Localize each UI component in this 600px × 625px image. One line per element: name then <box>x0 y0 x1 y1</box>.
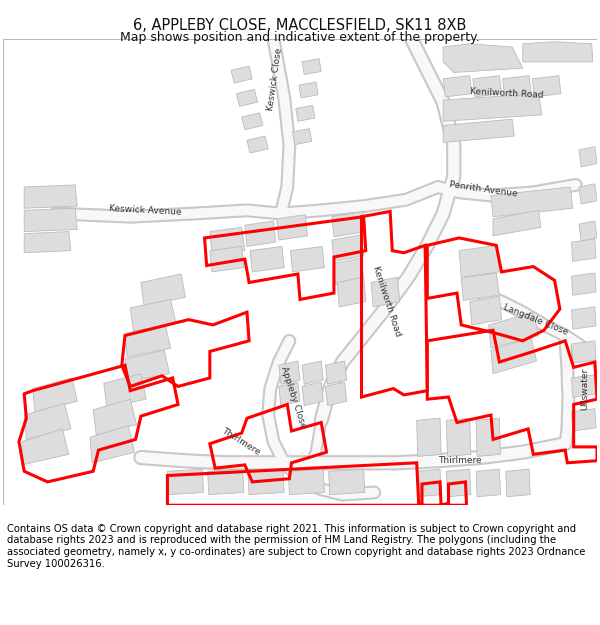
Text: Thirlmere: Thirlmere <box>220 426 262 457</box>
Polygon shape <box>523 42 593 62</box>
Polygon shape <box>33 378 77 412</box>
Polygon shape <box>167 469 203 494</box>
Polygon shape <box>236 89 257 106</box>
Polygon shape <box>579 221 597 241</box>
Polygon shape <box>290 246 325 272</box>
Polygon shape <box>302 382 323 406</box>
Text: Keswick Close: Keswick Close <box>266 47 284 111</box>
Text: Map shows position and indicative extent of the property.: Map shows position and indicative extent… <box>120 31 480 44</box>
Polygon shape <box>125 351 170 382</box>
Text: 6, APPLEBY CLOSE, MACCLESFIELD, SK11 8XB: 6, APPLEBY CLOSE, MACCLESFIELD, SK11 8XB <box>133 18 467 32</box>
Polygon shape <box>443 44 523 72</box>
Polygon shape <box>248 469 284 494</box>
Text: Appleby Close: Appleby Close <box>279 365 307 429</box>
Polygon shape <box>572 341 596 363</box>
Polygon shape <box>491 187 572 217</box>
Polygon shape <box>572 409 596 431</box>
Polygon shape <box>279 361 300 384</box>
Polygon shape <box>24 185 77 208</box>
Polygon shape <box>250 246 284 272</box>
Polygon shape <box>473 76 502 97</box>
Polygon shape <box>461 273 499 301</box>
Polygon shape <box>279 382 300 406</box>
Polygon shape <box>337 277 366 307</box>
Text: Keswick Avenue: Keswick Avenue <box>109 204 182 217</box>
Polygon shape <box>208 469 244 494</box>
Polygon shape <box>104 374 146 408</box>
Polygon shape <box>459 246 499 277</box>
Polygon shape <box>503 76 531 97</box>
Polygon shape <box>579 184 597 204</box>
Polygon shape <box>532 76 561 97</box>
Polygon shape <box>446 469 471 497</box>
Polygon shape <box>572 375 596 397</box>
Polygon shape <box>446 418 471 456</box>
Polygon shape <box>93 399 137 435</box>
Polygon shape <box>242 112 263 130</box>
Polygon shape <box>493 211 541 236</box>
Polygon shape <box>289 469 325 494</box>
Polygon shape <box>572 307 596 329</box>
Polygon shape <box>443 119 514 142</box>
Polygon shape <box>302 59 321 74</box>
Polygon shape <box>210 246 244 272</box>
Polygon shape <box>24 232 71 253</box>
Polygon shape <box>491 338 536 374</box>
Polygon shape <box>443 76 472 97</box>
Polygon shape <box>506 469 530 497</box>
Polygon shape <box>334 258 364 284</box>
Polygon shape <box>130 299 176 331</box>
Polygon shape <box>572 273 596 295</box>
Polygon shape <box>90 426 134 462</box>
Polygon shape <box>325 361 347 384</box>
Polygon shape <box>245 221 275 246</box>
Text: Ullswater: Ullswater <box>580 368 589 409</box>
Polygon shape <box>231 66 252 83</box>
Polygon shape <box>277 214 307 240</box>
Polygon shape <box>325 382 347 406</box>
Polygon shape <box>489 312 539 348</box>
Polygon shape <box>476 469 500 497</box>
Polygon shape <box>572 239 596 261</box>
Polygon shape <box>416 418 441 456</box>
Polygon shape <box>24 208 77 232</box>
Polygon shape <box>371 277 400 307</box>
Polygon shape <box>470 296 502 325</box>
Polygon shape <box>299 82 318 98</box>
Polygon shape <box>443 94 542 121</box>
Text: Langdale Close: Langdale Close <box>502 302 569 337</box>
Text: Contains OS data © Crown copyright and database right 2021. This information is : Contains OS data © Crown copyright and d… <box>7 524 586 569</box>
Polygon shape <box>332 211 366 237</box>
Polygon shape <box>302 361 323 384</box>
Polygon shape <box>579 147 597 167</box>
Polygon shape <box>296 106 315 121</box>
Polygon shape <box>476 418 500 456</box>
Text: Kenilworth Road: Kenilworth Road <box>470 88 544 100</box>
Polygon shape <box>247 136 268 153</box>
Polygon shape <box>24 403 71 439</box>
Polygon shape <box>329 469 365 494</box>
Polygon shape <box>210 228 245 255</box>
Polygon shape <box>293 129 311 144</box>
Polygon shape <box>332 235 364 261</box>
Text: Penrith Avenue: Penrith Avenue <box>449 180 518 198</box>
Text: Kenilworth Road: Kenilworth Road <box>371 265 403 338</box>
Polygon shape <box>141 274 185 306</box>
Text: Thirlmere: Thirlmere <box>438 456 482 465</box>
Polygon shape <box>22 429 69 465</box>
Polygon shape <box>125 325 170 357</box>
Polygon shape <box>416 469 441 497</box>
